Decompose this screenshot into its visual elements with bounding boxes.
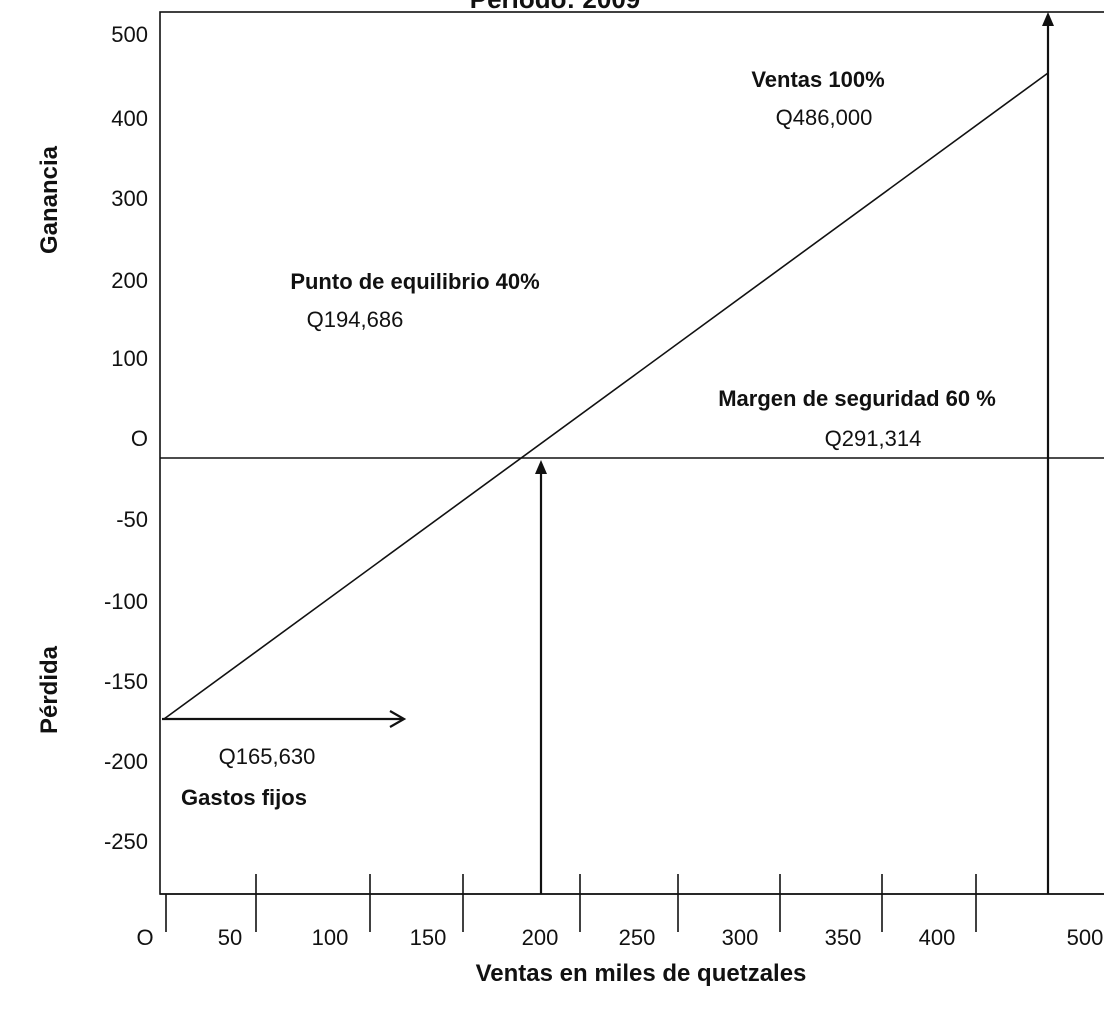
chart-title: Periodo: 2009 xyxy=(470,0,641,14)
ms-value: Q291,314 xyxy=(825,426,922,451)
y-tick-labels: 500 400 300 200 100 O -50 -100 -150 -200 -250 xyxy=(104,22,148,854)
y-tick-label: 200 xyxy=(111,268,148,293)
gf-value: Q165,630 xyxy=(219,744,316,769)
sales-arrow xyxy=(1042,12,1054,894)
y-tick-label: O xyxy=(131,426,148,451)
x-tick-label: 50 xyxy=(218,925,242,950)
x-tick-label: 250 xyxy=(619,925,656,950)
sales-line xyxy=(163,72,1049,720)
y-axis-label-perdida: Pérdida xyxy=(36,645,63,734)
x-tick-label: 350 xyxy=(825,925,862,950)
y-tick-label: -200 xyxy=(104,749,148,774)
x-tick-label: 150 xyxy=(410,925,447,950)
y-tick-label: 100 xyxy=(111,346,148,371)
x-tick-label: 400 xyxy=(919,925,956,950)
ventas-value: Q486,000 xyxy=(776,105,873,130)
y-tick-label: 400 xyxy=(111,106,148,131)
pe-title: Punto de equilibrio 40% xyxy=(290,269,539,294)
x-tick-label: 300 xyxy=(722,925,759,950)
x-tick-label: 500 xyxy=(1067,925,1104,950)
x-tick-label: O xyxy=(136,925,153,950)
gf-title: Gastos fijos xyxy=(181,785,307,810)
y-tick-label: -250 xyxy=(104,829,148,854)
ventas-title: Ventas 100% xyxy=(751,67,884,92)
y-tick-label: -50 xyxy=(116,507,148,532)
x-tick-label: 200 xyxy=(522,925,559,950)
y-tick-label: -100 xyxy=(104,589,148,614)
x-tick-label: 100 xyxy=(312,925,349,950)
y-axis-label-ganancia: Ganancia xyxy=(36,145,63,254)
break-even-arrow xyxy=(535,460,547,894)
fixed-costs-arrow xyxy=(162,710,407,728)
y-tick-label: 300 xyxy=(111,186,148,211)
x-axis-label: Ventas en miles de quetzales xyxy=(476,960,807,987)
x-tick-marks xyxy=(165,874,977,932)
ms-title: Margen de seguridad 60 % xyxy=(718,386,996,411)
y-tick-label: -150 xyxy=(104,669,148,694)
y-tick-label: 500 xyxy=(111,22,148,47)
x-tick-labels: O 50 100 150 200 250 300 350 400 500 xyxy=(136,925,1103,950)
pe-value: Q194,686 xyxy=(307,307,404,332)
